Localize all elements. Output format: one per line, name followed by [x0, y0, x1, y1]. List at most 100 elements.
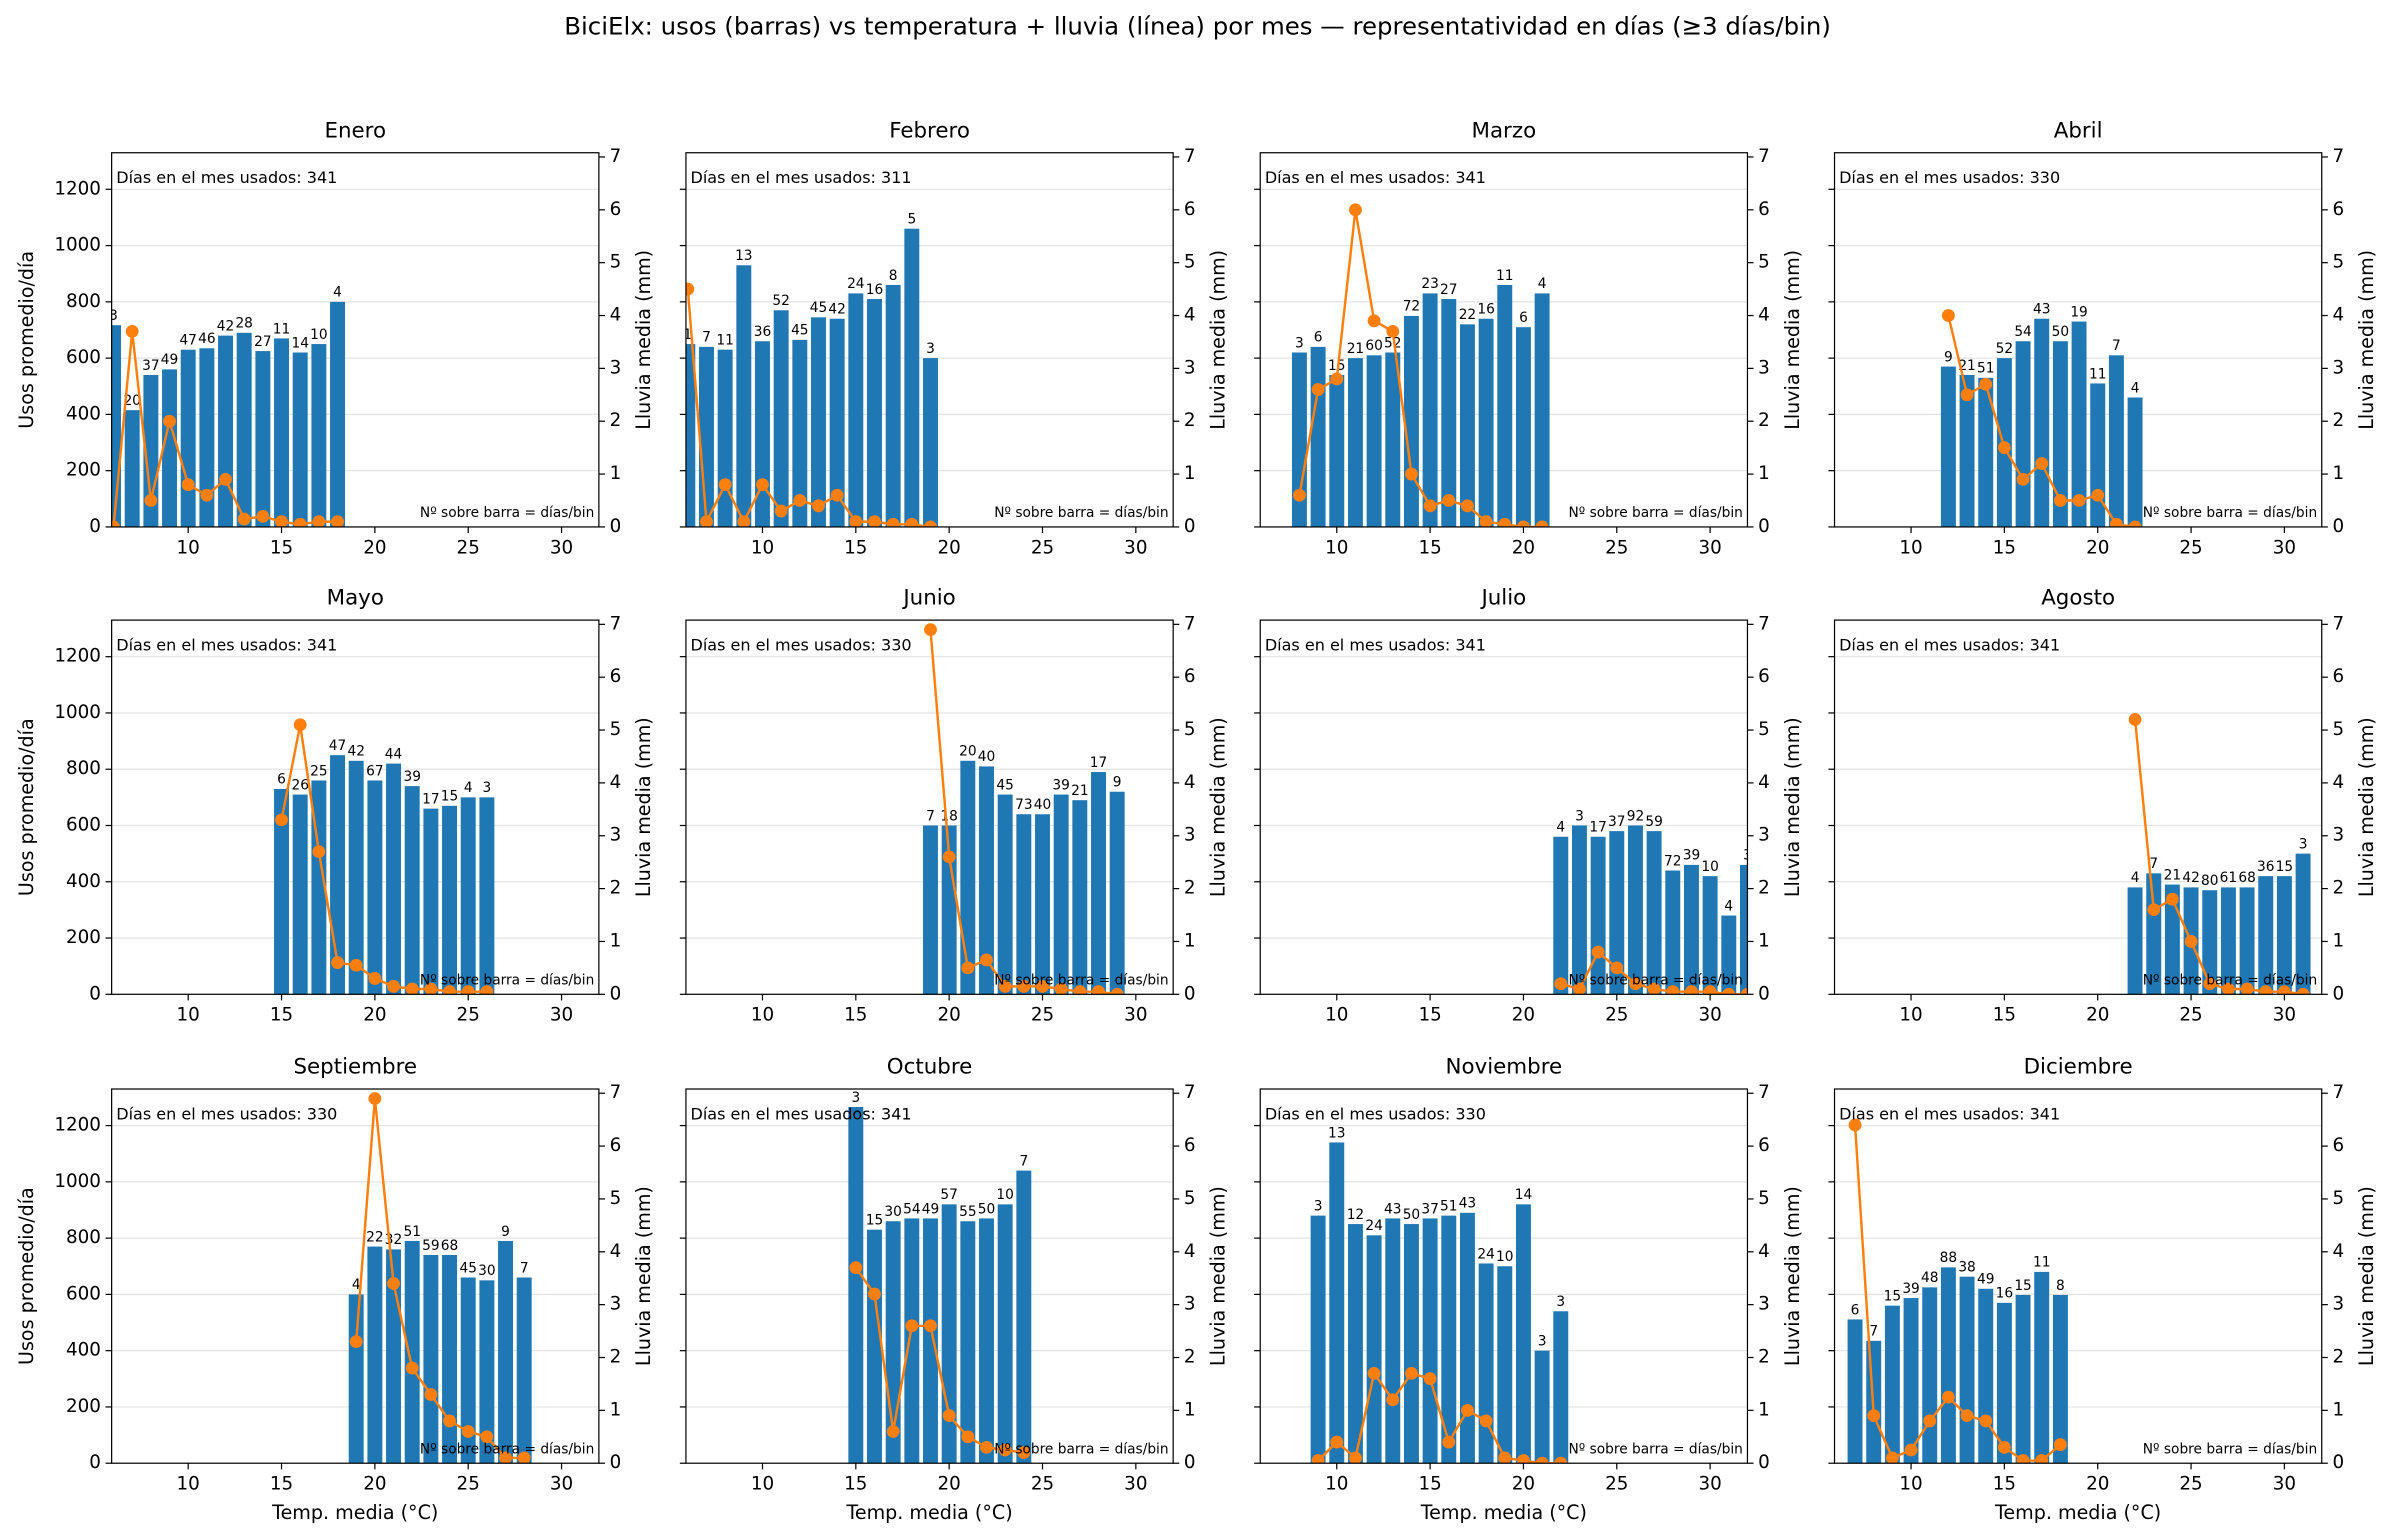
y2-tick-label: 7: [2332, 613, 2344, 634]
y2-tick-label: 3: [2332, 825, 2344, 846]
bar-count-label: 11: [273, 321, 290, 337]
bar: [1053, 794, 1069, 995]
rain-point: [349, 1335, 363, 1349]
rain-point: [368, 972, 382, 985]
bar: [1478, 1263, 1494, 1464]
bar-count-label: 26: [291, 777, 308, 793]
rain-point: [793, 494, 807, 507]
bar: [162, 369, 177, 527]
x-tick-label: 30: [550, 1474, 573, 1495]
bar-count-label: 42: [828, 302, 845, 318]
subplot-title: Junio: [901, 586, 955, 611]
bar-count-label: 15: [2276, 859, 2293, 875]
y-tick-label: 1000: [54, 1171, 101, 1192]
bar-count-label: 49: [922, 1201, 939, 1217]
bar-count-label: 39: [1683, 848, 1700, 864]
y2-tick-label: 2: [1184, 410, 1196, 431]
bar: [255, 351, 271, 527]
bar-count-label: 22: [366, 1229, 383, 1245]
bar-count-label: 68: [2238, 870, 2255, 886]
bar-count-label: 11: [716, 333, 733, 349]
bar-count-label: 44: [385, 746, 402, 762]
bar: [1403, 315, 1419, 527]
rain-point: [924, 623, 937, 637]
note: Nº sobre barra = días/bin: [1569, 973, 1743, 989]
bar: [1016, 1170, 1032, 1464]
y-tick-label: 1000: [54, 235, 101, 256]
bar-count-label: 9: [501, 1224, 510, 1240]
y2-tick-label: 1: [2332, 463, 2344, 484]
bar: [685, 344, 696, 527]
bar: [1016, 814, 1032, 995]
bar-count-label: 17: [1090, 755, 1107, 771]
bar: [1609, 831, 1625, 995]
x-tick-label: 25: [1031, 1005, 1054, 1026]
y2-tick-label: 5: [1758, 1188, 1770, 1209]
bar-count-label: 30: [478, 1263, 495, 1279]
rain-point: [1960, 1409, 1974, 1423]
bar: [1385, 1218, 1401, 1464]
bar: [736, 265, 752, 527]
bar: [2202, 890, 2218, 995]
y2-tick-label: 0: [610, 1452, 622, 1473]
y-tick-label: 400: [66, 1340, 101, 1361]
bar-count-label: 11: [1496, 268, 1513, 284]
y2-tick-label: 2: [2332, 410, 2344, 431]
bar: [1459, 324, 1475, 527]
rain-point: [387, 979, 400, 993]
bar: [960, 1221, 976, 1464]
y2-tick-label: 2: [610, 878, 622, 899]
y2-tick-label: 4: [1758, 1241, 1770, 1262]
bar-count-label: 3: [1314, 1198, 1323, 1214]
bar: [1459, 1212, 1475, 1464]
bar-count-label: 4: [1724, 898, 1733, 914]
rain-point: [998, 1443, 1012, 1457]
subplot-title: Noviembre: [1446, 1055, 1563, 1080]
bar-count-label: 46: [198, 331, 215, 347]
x-tick-label: 30: [1124, 1005, 1147, 1026]
bar: [111, 325, 121, 527]
rain-point: [1423, 499, 1437, 513]
axes-frame: [685, 152, 1174, 528]
y2-tick-label: 6: [1758, 1135, 1770, 1156]
y2-tick-label: 5: [1184, 252, 1196, 273]
bar-count-label: 4: [333, 285, 342, 301]
rain-point: [2072, 494, 2086, 507]
bar: [1497, 1266, 1513, 1464]
y-tick-label: 200: [66, 1396, 101, 1417]
bar-count-label: 15: [1328, 358, 1345, 374]
rain-point: [2203, 977, 2217, 991]
y2-tick-label: 3: [1758, 825, 1770, 846]
rain-line: [854, 1266, 1025, 1454]
figure-title: BiciElx: usos (barras) vs temperatura + …: [564, 11, 1831, 40]
rain-point: [1904, 1443, 1918, 1457]
rain-point: [1017, 1446, 1031, 1460]
x-tick-label: 15: [1993, 1474, 2016, 1495]
y2-tick-label: 7: [610, 1082, 622, 1103]
y2-tick-label: 1: [610, 463, 622, 484]
bar-count-label: 10: [1496, 1249, 1513, 1265]
bar: [2052, 1294, 2068, 1464]
y-tick-label: 1200: [54, 178, 101, 199]
y2-tick-label: 4: [610, 305, 622, 326]
bar: [1310, 346, 1326, 527]
rain-point: [256, 509, 270, 523]
bar-count-label: 9: [1113, 775, 1122, 791]
y-tick-label: 0: [89, 983, 101, 1004]
bar: [848, 1107, 864, 1464]
bar: [904, 228, 920, 527]
rain-point: [2016, 1454, 2030, 1464]
y2-axis-label: Lluvia media (mm): [1781, 1186, 1804, 1366]
y2-tick-label: 0: [1184, 983, 1196, 1004]
rain-point: [2128, 713, 2142, 726]
axes-frame: [1259, 152, 1749, 528]
rain-point: [718, 478, 732, 492]
bar-count-label: 17: [1589, 820, 1606, 836]
rain-point: [125, 324, 139, 338]
y2-tick-label: 0: [610, 516, 622, 537]
subplot-title: Septiembre: [293, 1055, 417, 1080]
rain-point: [1941, 1390, 1955, 1404]
y-tick-label: 800: [66, 758, 101, 779]
